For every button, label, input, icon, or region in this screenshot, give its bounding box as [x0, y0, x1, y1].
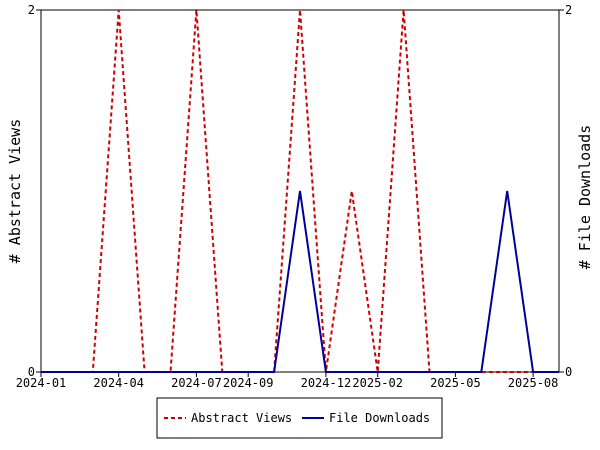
- y-left-tick-label: 2: [28, 3, 35, 17]
- y-right-tick-label: 2: [565, 3, 572, 17]
- x-tick-label: 2024-01: [16, 376, 67, 390]
- legend-label-file-downloads: File Downloads: [329, 411, 430, 425]
- y-axis-title-right: # File Downloads: [576, 125, 594, 270]
- y-left-tick-label: 0: [28, 365, 35, 379]
- y-axis-title-left: # Abstract Views: [6, 119, 24, 264]
- y-axes: 0 2 0 2: [28, 3, 572, 379]
- x-tick-label: 2025-05: [430, 376, 481, 390]
- series-layer: [41, 9, 559, 373]
- y-right-tick-label: 0: [565, 365, 572, 379]
- x-tick-label: 2024-07: [171, 376, 222, 390]
- legend: Abstract Views File Downloads: [156, 397, 443, 439]
- x-tick-label: 2024-04: [93, 376, 144, 390]
- x-tick-label: 2024-09: [223, 376, 274, 390]
- series-line-file-downloads: [41, 190, 559, 373]
- x-axis: 2024-01 2024-04 2024-07 2024-09 2024-12 2025-…: [16, 372, 559, 390]
- legend-box: [156, 397, 443, 439]
- x-tick-label: 2025-08: [508, 376, 559, 390]
- series-line-abstract-views: [41, 9, 559, 373]
- x-tick-label: 2025-02: [352, 376, 403, 390]
- legend-label-abstract-views: Abstract Views: [191, 411, 292, 425]
- x-tick-label: 2024-12: [301, 376, 352, 390]
